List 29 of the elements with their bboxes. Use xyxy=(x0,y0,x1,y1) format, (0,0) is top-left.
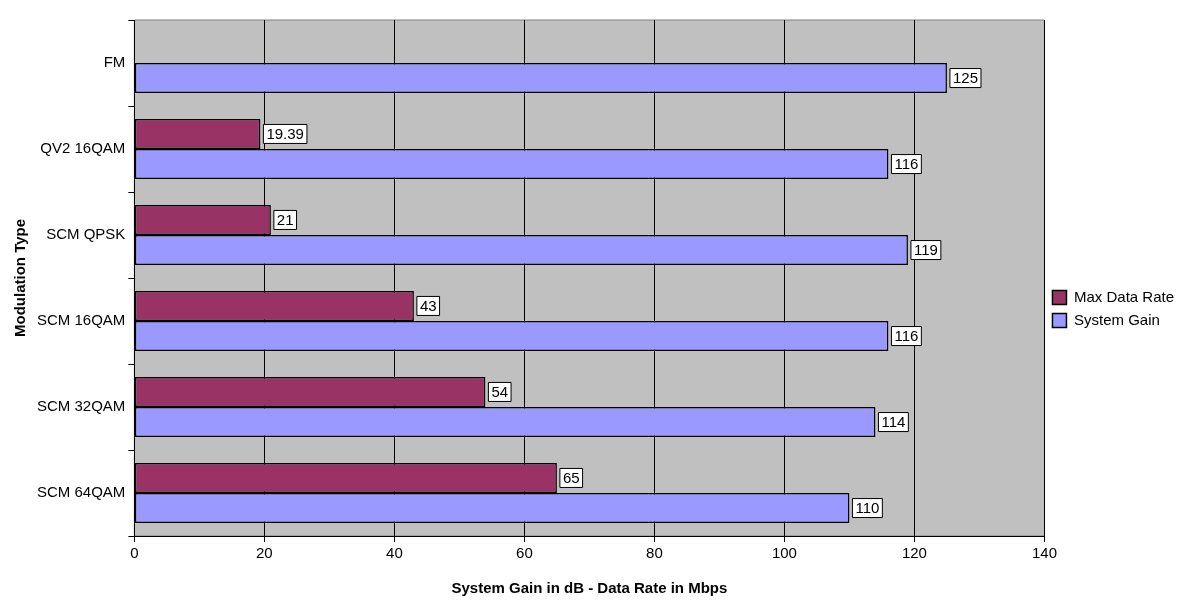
data-label: 116 xyxy=(894,155,919,173)
y-axis-title: Modulation Type xyxy=(11,218,29,338)
data-label: 43 xyxy=(419,297,437,315)
data-label: 54 xyxy=(491,383,509,401)
data-label: 65 xyxy=(562,469,580,487)
y-tick-label: SCM QPSK xyxy=(46,225,126,243)
data-label: 19.39 xyxy=(266,125,304,143)
data-label: 116 xyxy=(894,327,919,345)
data-label: 110 xyxy=(855,499,880,517)
x-tick-label: 40 xyxy=(386,544,403,562)
legend-label: System Gain xyxy=(1073,310,1160,328)
data-label: 119 xyxy=(913,241,938,259)
y-tick-label: SCM 16QAM xyxy=(36,311,126,329)
x-tick-label: 140 xyxy=(1031,544,1057,562)
x-tick-label: 120 xyxy=(901,544,927,562)
data-label: 125 xyxy=(952,69,978,87)
y-tick-label: QV2 16QAM xyxy=(40,139,126,157)
y-tick-label: FM xyxy=(103,53,126,71)
x-tick-label: 0 xyxy=(130,544,139,562)
x-axis-title: System Gain in dB - Data Rate in Mbps xyxy=(451,579,728,597)
y-tick-label: SCM 32QAM xyxy=(36,397,126,415)
x-tick-label: 20 xyxy=(256,544,273,562)
x-tick-label: 60 xyxy=(516,544,533,562)
data-label: 21 xyxy=(276,211,294,229)
y-tick-label: SCM 64QAM xyxy=(36,483,126,501)
x-tick-label: 100 xyxy=(771,544,797,562)
legend-label: Max Data Rate xyxy=(1073,287,1175,305)
data-label: 114 xyxy=(881,413,906,431)
x-tick-label: 80 xyxy=(646,544,663,562)
